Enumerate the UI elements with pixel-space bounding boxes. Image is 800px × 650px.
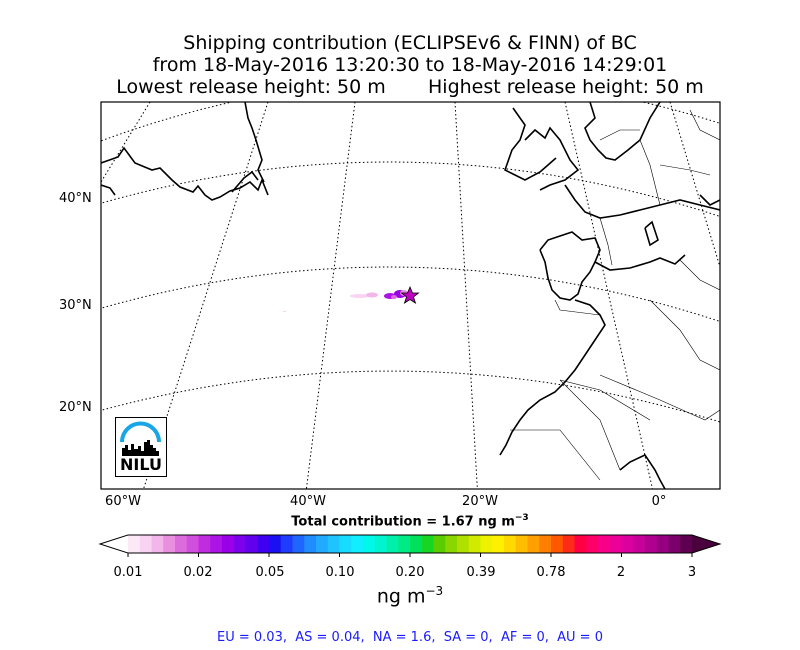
colorbar-swatch bbox=[457, 535, 470, 553]
colorbar-tick: 0.20 bbox=[395, 565, 425, 580]
colorbar-swatch bbox=[163, 535, 176, 553]
colorbar-swatch bbox=[539, 535, 552, 553]
colorbar-swatch bbox=[351, 535, 364, 553]
colorbar-unit-text: ng m bbox=[376, 585, 426, 608]
colorbar-swatch bbox=[668, 535, 681, 553]
colorbar-swatch bbox=[186, 535, 199, 553]
colorbar-swatch bbox=[421, 535, 434, 553]
colorbar-under-arrow bbox=[100, 535, 128, 553]
colorbar-swatch bbox=[445, 535, 458, 553]
colorbar-swatch bbox=[210, 535, 223, 553]
map-frame bbox=[100, 101, 721, 490]
colorbar-unit-exponent: −3 bbox=[425, 584, 444, 598]
colorbar-tick: 2 bbox=[616, 565, 626, 580]
colorbar-swatch bbox=[139, 535, 152, 553]
colorbar-tick: 3 bbox=[687, 565, 697, 580]
title-line-2: from 18-May-2016 13:20:30 to 18-May-2016… bbox=[152, 54, 668, 76]
region-stats: EU = 0.03, AS = 0.04, NA = 1.6, SA = 0, … bbox=[217, 630, 603, 645]
colorbar-swatch bbox=[292, 535, 305, 553]
colorbar-swatch bbox=[433, 535, 446, 553]
colorbar-swatch bbox=[586, 535, 599, 553]
colorbar-swatch bbox=[151, 535, 164, 553]
total-contribution-text: Total contribution = 1.67 ng m bbox=[291, 514, 515, 530]
colorbar-swatch bbox=[598, 535, 611, 553]
colorbar-unit: ng m−3 bbox=[0, 584, 800, 607]
colorbar-swatch bbox=[410, 535, 423, 553]
colorbar-over-arrow bbox=[692, 535, 720, 553]
coastlines bbox=[101, 102, 720, 489]
graticule bbox=[101, 102, 720, 489]
title-line-1: Shipping contribution (ECLIPSEv6 & FINN)… bbox=[183, 32, 637, 54]
colorbar-swatch bbox=[656, 535, 669, 553]
colorbar-tick: 0.01 bbox=[113, 565, 143, 580]
colorbar-swatch bbox=[363, 535, 376, 553]
colorbar-swatch bbox=[574, 535, 587, 553]
colorbar-swatch bbox=[480, 535, 493, 553]
colorbar-swatch bbox=[398, 535, 411, 553]
lon-label-0: 0° bbox=[651, 494, 667, 509]
colorbar-swatch bbox=[562, 535, 575, 553]
colorbar-swatch bbox=[680, 535, 693, 553]
colorbar-swatch bbox=[551, 535, 564, 553]
colorbar-swatch bbox=[621, 535, 634, 553]
colorbar-swatch bbox=[527, 535, 540, 553]
colorbar-swatch bbox=[175, 535, 188, 553]
colorbar-swatch bbox=[280, 535, 293, 553]
lat-label-20n: 20°N bbox=[59, 400, 92, 415]
colorbar-swatch bbox=[386, 535, 399, 553]
lon-label-40w: 40°W bbox=[290, 494, 326, 509]
colorbar-swatch bbox=[374, 535, 387, 553]
concentration-plume bbox=[283, 290, 408, 312]
colorbar-swatch bbox=[633, 535, 646, 553]
borders bbox=[510, 109, 720, 481]
star-icon bbox=[400, 285, 420, 304]
colorbar-swatch bbox=[269, 535, 282, 553]
total-contribution-exponent: −3 bbox=[514, 513, 529, 523]
colorbar-swatch bbox=[304, 535, 317, 553]
lat-label-40n: 40°N bbox=[59, 191, 92, 206]
colorbar-swatch bbox=[609, 535, 622, 553]
colorbar-swatch bbox=[515, 535, 528, 553]
lat-label-30n: 30°N bbox=[59, 298, 92, 313]
colorbar-swatch bbox=[128, 535, 141, 553]
nilu-logo: NILU bbox=[115, 417, 167, 477]
colorbar-swatch bbox=[468, 535, 481, 553]
colorbar-tick: 0.10 bbox=[325, 565, 355, 580]
colorbar-tick: 0.02 bbox=[183, 565, 213, 580]
lon-label-20w: 20°W bbox=[462, 494, 498, 509]
colorbar-swatch bbox=[222, 535, 235, 553]
colorbar-swatch bbox=[492, 535, 505, 553]
total-contribution: Total contribution = 1.67 ng m−3 bbox=[0, 513, 800, 529]
colorbar-swatch bbox=[316, 535, 329, 553]
colorbar-tick: 0.78 bbox=[536, 565, 566, 580]
nilu-logo-graphic bbox=[120, 421, 161, 456]
lon-label-60w: 60°W bbox=[105, 494, 141, 509]
colorbar-swatch bbox=[339, 535, 352, 553]
colorbar-swatch bbox=[645, 535, 658, 553]
colorbar-swatch bbox=[245, 535, 258, 553]
colorbar-swatch bbox=[257, 535, 270, 553]
colorbar-swatch bbox=[327, 535, 340, 553]
title-line-3: Lowest release height: 50 m Highest rele… bbox=[116, 76, 704, 98]
colorbar-tick: 0.39 bbox=[466, 565, 496, 580]
colorbar-swatch bbox=[504, 535, 517, 553]
colorbar-swatch bbox=[233, 535, 246, 553]
nilu-logo-text: NILU bbox=[120, 455, 162, 474]
colorbar-tick: 0.05 bbox=[255, 565, 285, 580]
colorbar-swatch bbox=[198, 535, 211, 553]
